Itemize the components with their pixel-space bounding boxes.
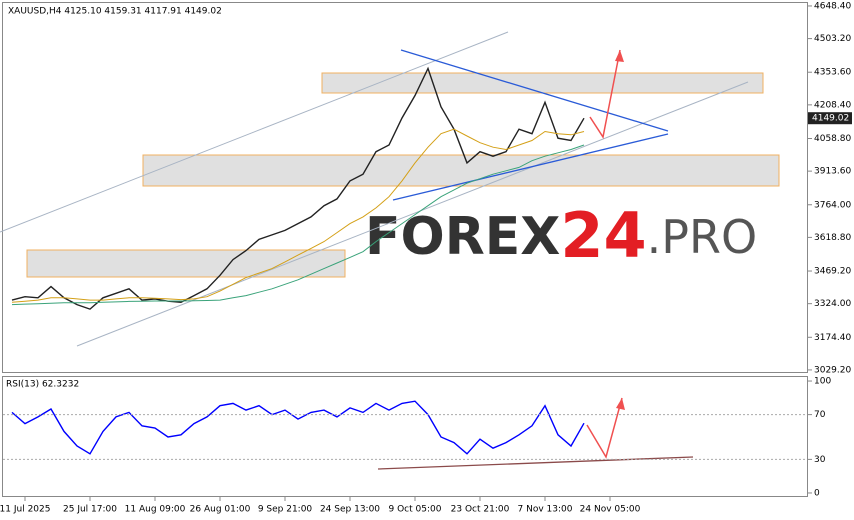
x-tick-label: 7 Nov 13:00 [518,505,573,515]
y-tick-label: 100 [814,377,831,387]
y-tick-label: 0 [814,488,820,498]
forecast-arrow [586,397,623,459]
logo-part: .PRO [647,210,758,264]
arrow-head [615,50,624,62]
trend-line [392,133,669,201]
price-marker-label: 4149.02 [812,114,849,124]
logo-part: FOREX [365,207,560,267]
x-tick-label: 11 Jul 2025 [0,505,50,515]
series-line [11,66,585,310]
y-tick-label: 4353.60 [814,68,851,78]
x-tick-label: 26 Aug 01:00 [190,505,251,515]
y-tick-label: 3469.20 [814,267,851,277]
arrow-head [616,398,625,410]
y-tick-label: 3618.80 [814,233,851,243]
y-tick-label: 70 [814,410,826,420]
y-tick-label: 3764.00 [814,200,851,210]
channel-line [0,31,509,233]
trend-line [400,49,669,132]
y-tick-label: 4503.20 [814,34,851,44]
y-tick-label: 4648.40 [814,1,851,11]
x-tick-label: 25 Jul 17:00 [63,505,117,515]
zone [321,72,764,94]
y-tick-label: 4208.40 [814,100,851,110]
y-tick-label: 30 [814,455,826,465]
y-tick-label: 3913.60 [814,167,851,177]
x-tick-label: 9 Sep 21:00 [258,505,313,515]
series-layer [11,66,585,455]
y-tick-label: 3324.00 [814,299,851,309]
series-line [11,400,585,455]
y-tick-label: 3029.20 [814,365,851,375]
zone [142,154,780,187]
x-tick-label: 24 Nov 05:00 [580,505,641,515]
y-tick-label: 4058.80 [814,134,851,144]
x-tick-label: 11 Aug 09:00 [125,505,186,515]
price-marker [808,112,852,125]
x-tick-label: 9 Oct 05:00 [389,505,442,515]
zone [26,249,346,278]
x-tick-label: 24 Sep 13:00 [320,505,380,515]
forecast-arrow [589,49,621,139]
series-line [11,128,585,303]
y-tick-label: 3174.40 [814,333,851,343]
x-tick-label: 23 Oct 21:00 [451,505,510,515]
logo-part: 24 [560,199,646,272]
series-line [11,144,585,306]
price-panel [2,2,808,373]
channel-line [76,81,749,347]
symbol-header: XAUUSD,H4 4125.10 4159.31 4117.91 4149.0… [8,7,222,17]
watermark: FOREX24.PRO [365,199,757,272]
rsi-panel [2,376,808,497]
rsi-header: RSI(13) 62.3232 [6,380,79,390]
